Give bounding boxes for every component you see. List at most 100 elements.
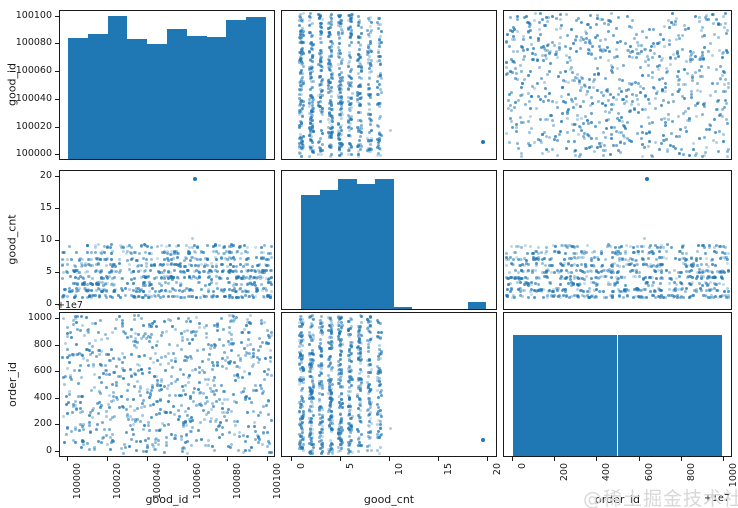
scatter-point <box>87 288 91 292</box>
scatter-point <box>320 387 324 391</box>
scatter-point <box>358 367 362 371</box>
scatter-point <box>159 296 163 300</box>
scatter-point <box>368 324 372 328</box>
scatter-point <box>367 320 371 324</box>
scatter-point <box>62 440 66 444</box>
scatter-point <box>327 83 331 87</box>
scatter-point <box>616 264 620 268</box>
scatter-point <box>694 287 698 291</box>
scatter-point <box>347 326 351 330</box>
scatter-point <box>536 38 540 42</box>
scatter-point <box>569 59 573 63</box>
scatter-point <box>543 251 547 255</box>
scatter-point <box>544 245 548 249</box>
scatter-point <box>675 38 679 42</box>
scatter-point <box>629 140 633 144</box>
scatter-point <box>186 329 190 333</box>
scatter-point <box>555 27 559 31</box>
scatter-point <box>670 21 674 25</box>
scatter-point <box>378 23 382 27</box>
scatter-point <box>515 126 519 130</box>
scatter-point <box>369 388 373 392</box>
scatter-point <box>573 262 577 266</box>
scatter-point <box>347 366 351 370</box>
scatter-point <box>366 320 370 324</box>
scatter-point <box>631 269 635 273</box>
scatter-point <box>220 256 224 260</box>
scatter-point <box>359 65 363 69</box>
scatter-point <box>579 116 583 120</box>
scatter-point <box>367 345 371 349</box>
scatter-point <box>634 258 638 262</box>
scatter-point <box>300 48 304 52</box>
scatter-point <box>86 328 90 331</box>
scatter-point <box>346 73 350 77</box>
scatter-point <box>527 283 531 287</box>
scatter-point <box>149 269 153 273</box>
scatter-point <box>76 276 80 280</box>
scatter-point <box>565 13 569 17</box>
scatter-point <box>585 119 589 123</box>
scatter-point <box>80 352 84 356</box>
scatter-point <box>62 383 66 387</box>
scatter-point <box>178 262 182 266</box>
scatter-point <box>552 270 556 274</box>
scatter-point <box>647 245 651 249</box>
scatter-point <box>541 287 545 291</box>
scatter-point <box>188 319 192 323</box>
scatter-point <box>576 283 580 287</box>
scatter-point <box>235 290 239 293</box>
scatter-point <box>712 117 716 121</box>
scatter-point <box>114 265 118 269</box>
scatter-point <box>310 85 314 89</box>
scatter-point <box>713 32 717 36</box>
scatter-point <box>623 258 627 262</box>
scatter-point <box>529 282 533 286</box>
scatter-point <box>153 351 157 355</box>
scatter-point <box>166 257 170 261</box>
scatter-point <box>232 243 236 247</box>
scatter-point <box>640 29 644 33</box>
scatter-point <box>541 54 545 58</box>
scatter-point <box>330 129 334 133</box>
scatter-point <box>329 152 333 156</box>
scatter-point <box>204 323 208 327</box>
scatter-point <box>217 397 221 401</box>
scatter-point <box>518 276 522 280</box>
scatter-point <box>350 41 354 45</box>
scatter-point <box>197 429 201 433</box>
scatter-point <box>210 389 214 393</box>
scatter-point <box>320 362 324 366</box>
scatter-point <box>676 69 680 73</box>
scatter-point <box>725 295 729 299</box>
scatter-point <box>258 357 262 361</box>
scatter-point <box>329 135 333 139</box>
scatter-point <box>179 404 183 408</box>
scatter-point <box>109 258 113 262</box>
scatter-point <box>298 124 302 128</box>
scatter-point <box>356 413 360 417</box>
scatter-point <box>328 425 332 429</box>
scatter-point <box>369 430 373 434</box>
scatter-point <box>545 135 549 139</box>
panel-good-id-histogram <box>59 10 275 160</box>
scatter-point <box>253 268 257 272</box>
scatter-point <box>217 243 221 247</box>
scatter-point <box>700 29 704 33</box>
scatter-point <box>340 32 344 36</box>
scatter-point <box>170 258 174 262</box>
scatter-point <box>300 349 304 353</box>
scatter-point <box>609 282 613 286</box>
scatter-point <box>595 281 599 285</box>
scatter-point <box>330 366 334 370</box>
scatter-point <box>376 389 380 393</box>
scatter-point <box>320 56 324 60</box>
scatter-point <box>96 287 100 291</box>
scatter-point <box>65 263 69 267</box>
scatter-point <box>376 86 380 90</box>
scatter-point <box>211 363 215 367</box>
scatter-point <box>124 445 128 449</box>
scatter-point <box>620 257 624 261</box>
scatter-point <box>195 348 199 352</box>
scatter-point <box>622 97 626 101</box>
